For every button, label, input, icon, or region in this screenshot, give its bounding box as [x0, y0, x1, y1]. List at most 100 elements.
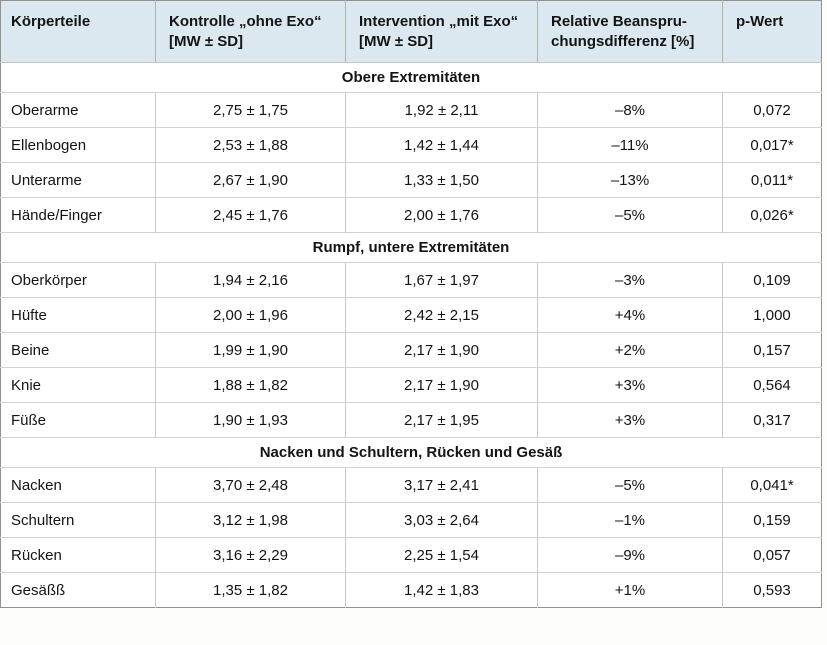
value-cell: 2,45 ± 1,76 — [155, 197, 346, 233]
value-cell: 1,42 ± 1,44 — [345, 127, 538, 163]
value-cell: +3% — [537, 367, 723, 403]
value-cell: 0,057 — [722, 537, 822, 573]
value-cell: 1,94 ± 2,16 — [155, 262, 346, 298]
row-label: Gesäßß — [0, 572, 156, 608]
section-header: Nacken und Schultern, Rücken und Gesäß — [0, 437, 822, 468]
table-row: Knie 1,88 ± 1,82 2,17 ± 1,90 +3% 0,564 — [0, 367, 822, 403]
table-row: Hände/Finger 2,45 ± 1,76 2,00 ± 1,76 –5%… — [0, 197, 822, 233]
value-cell: 2,75 ± 1,75 — [155, 92, 346, 128]
table-row: Oberkörper 1,94 ± 2,16 1,67 ± 1,97 –3% 0… — [0, 262, 822, 298]
value-cell: 0,072 — [722, 92, 822, 128]
value-cell: 1,33 ± 1,50 — [345, 162, 538, 198]
table-row: Füße 1,90 ± 1,93 2,17 ± 1,95 +3% 0,317 — [0, 402, 822, 438]
column-header-label: Körperteile — [11, 13, 91, 30]
value-cell: 0,011* — [722, 162, 822, 198]
column-header-koerperteile: Körperteile — [0, 0, 156, 63]
value-cell: +4% — [537, 297, 723, 333]
value-cell: –3% — [537, 262, 723, 298]
value-cell: 3,70 ± 2,48 — [155, 467, 346, 503]
value-cell: +2% — [537, 332, 723, 368]
section-row-obere-extremitaeten: Obere Extremitäten — [0, 62, 822, 93]
value-cell: 0,041* — [722, 467, 822, 503]
value-cell: 2,25 ± 1,54 — [345, 537, 538, 573]
value-cell: –1% — [537, 502, 723, 538]
value-cell: 0,157 — [722, 332, 822, 368]
value-cell: 3,17 ± 2,41 — [345, 467, 538, 503]
column-header-differenz: Relative Beanspru- chungsdifferenz [%] — [537, 0, 723, 63]
value-cell: 0,593 — [722, 572, 822, 608]
value-cell: 2,42 ± 2,15 — [345, 297, 538, 333]
column-header-label: p-Wert — [736, 13, 784, 30]
value-cell: 3,03 ± 2,64 — [345, 502, 538, 538]
value-cell: –11% — [537, 127, 723, 163]
value-cell: –13% — [537, 162, 723, 198]
value-cell: 2,53 ± 1,88 — [155, 127, 346, 163]
row-label: Oberkörper — [0, 262, 156, 298]
value-cell: 2,00 ± 1,76 — [345, 197, 538, 233]
row-label: Nacken — [0, 467, 156, 503]
value-cell: –5% — [537, 467, 723, 503]
value-cell: 0,564 — [722, 367, 822, 403]
table-row: Schultern 3,12 ± 1,98 3,03 ± 2,64 –1% 0,… — [0, 502, 822, 538]
row-label: Unterarme — [0, 162, 156, 198]
value-cell: 2,17 ± 1,90 — [345, 367, 538, 403]
section-row-nacken-schultern-ruecken-gesaess: Nacken und Schultern, Rücken und Gesäß — [0, 437, 822, 468]
section-row-rumpf-untere-extremitaeten: Rumpf, untere Extremitäten — [0, 232, 822, 263]
table-row: Rücken 3,16 ± 2,29 2,25 ± 1,54 –9% 0,057 — [0, 537, 822, 573]
value-cell: 2,17 ± 1,90 — [345, 332, 538, 368]
body-strain-table: Körperteile Kontrolle „ohne Exo“ [MW ± S… — [0, 0, 822, 608]
header-row: Körperteile Kontrolle „ohne Exo“ [MW ± S… — [0, 0, 822, 63]
value-cell: 1,67 ± 1,97 — [345, 262, 538, 298]
value-cell: 1,92 ± 2,11 — [345, 92, 538, 128]
value-cell: 1,35 ± 1,82 — [155, 572, 346, 608]
value-cell: –9% — [537, 537, 723, 573]
row-label: Hüfte — [0, 297, 156, 333]
value-cell: –5% — [537, 197, 723, 233]
row-label: Rücken — [0, 537, 156, 573]
column-header-intervention: Intervention „mit Exo“ [MW ± SD] — [345, 0, 538, 63]
value-cell: 0,109 — [722, 262, 822, 298]
value-cell: 0,017* — [722, 127, 822, 163]
table-row: Oberarme 2,75 ± 1,75 1,92 ± 2,11 –8% 0,0… — [0, 92, 822, 128]
table-row: Ellenbogen 2,53 ± 1,88 1,42 ± 1,44 –11% … — [0, 127, 822, 163]
value-cell: +3% — [537, 402, 723, 438]
table-row: Nacken 3,70 ± 2,48 3,17 ± 2,41 –5% 0,041… — [0, 467, 822, 503]
value-cell: 2,00 ± 1,96 — [155, 297, 346, 333]
value-cell: +1% — [537, 572, 723, 608]
row-label: Schultern — [0, 502, 156, 538]
value-cell: 1,90 ± 1,93 — [155, 402, 346, 438]
column-header-pwert: p-Wert — [722, 0, 822, 63]
row-label: Knie — [0, 367, 156, 403]
table-row: Gesäßß 1,35 ± 1,82 1,42 ± 1,83 +1% 0,593 — [0, 572, 822, 608]
row-label: Füße — [0, 402, 156, 438]
value-cell: 2,17 ± 1,95 — [345, 402, 538, 438]
table-row: Beine 1,99 ± 1,90 2,17 ± 1,90 +2% 0,157 — [0, 332, 822, 368]
table-row: Unterarme 2,67 ± 1,90 1,33 ± 1,50 –13% 0… — [0, 162, 822, 198]
column-header-label: Relative Beanspru- — [551, 13, 687, 30]
table-row: Hüfte 2,00 ± 1,96 2,42 ± 2,15 +4% 1,000 — [0, 297, 822, 333]
value-cell: 0,317 — [722, 402, 822, 438]
column-header-sublabel: [MW ± SD] — [169, 33, 244, 51]
value-cell: 1,42 ± 1,83 — [345, 572, 538, 608]
value-cell: 1,88 ± 1,82 — [155, 367, 346, 403]
value-cell: 0,159 — [722, 502, 822, 538]
column-header-label: Kontrolle „ohne Exo“ — [169, 13, 322, 30]
column-header-label: Intervention „mit Exo“ — [359, 13, 519, 30]
column-header-kontrolle: Kontrolle „ohne Exo“ [MW ± SD] — [155, 0, 346, 63]
row-label: Hände/Finger — [0, 197, 156, 233]
column-header-sublabel: chungsdifferenz [%] — [551, 33, 695, 51]
row-label: Beine — [0, 332, 156, 368]
value-cell: 2,67 ± 1,90 — [155, 162, 346, 198]
value-cell: 3,16 ± 2,29 — [155, 537, 346, 573]
value-cell: 3,12 ± 1,98 — [155, 502, 346, 538]
value-cell: 1,000 — [722, 297, 822, 333]
column-header-sublabel: [MW ± SD] — [359, 33, 434, 51]
section-header: Obere Extremitäten — [0, 62, 822, 93]
row-label: Ellenbogen — [0, 127, 156, 163]
section-header: Rumpf, untere Extremitäten — [0, 232, 822, 263]
row-label: Oberarme — [0, 92, 156, 128]
value-cell: –8% — [537, 92, 723, 128]
value-cell: 1,99 ± 1,90 — [155, 332, 346, 368]
value-cell: 0,026* — [722, 197, 822, 233]
